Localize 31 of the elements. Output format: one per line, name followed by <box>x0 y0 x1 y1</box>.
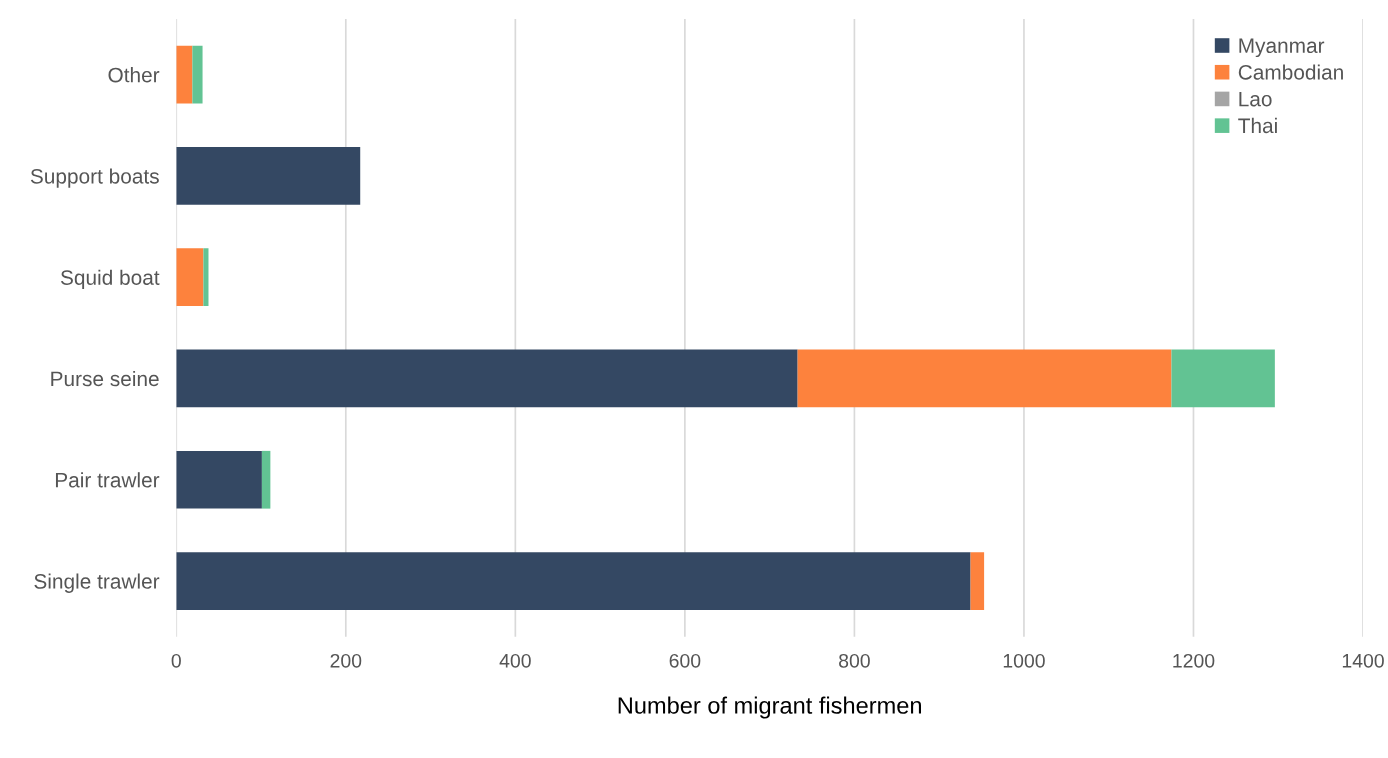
legend-label: Cambodian <box>1238 64 1343 80</box>
x-tick-label: 0 <box>171 653 181 668</box>
x-tick-label: 800 <box>839 653 870 668</box>
legend-label: Thai <box>1238 117 1277 134</box>
y-tick-label: Other <box>108 67 160 83</box>
y-tick-label: Single trawler <box>34 573 160 593</box>
x-tick-label: 600 <box>669 653 701 668</box>
bar <box>797 349 1172 408</box>
y-tick-label: Pair trawler <box>55 472 160 488</box>
bar <box>176 45 193 104</box>
x-tick-label: 400 <box>499 653 531 668</box>
legend-label: Myanmar <box>1239 38 1325 58</box>
y-tick-label: Squid boat <box>60 269 160 290</box>
bar <box>176 147 361 205</box>
legend-label: Lao <box>1239 91 1272 107</box>
bar <box>203 248 209 307</box>
bar <box>176 349 798 408</box>
bar <box>176 552 971 610</box>
bar <box>192 45 203 104</box>
bar <box>970 552 985 610</box>
y-tick-label: Support boats <box>30 168 159 188</box>
bar <box>261 450 271 509</box>
x-tick-label: 1200 <box>1173 653 1215 668</box>
y-tick-label: Purse seine <box>51 370 159 387</box>
x-tick-label: 1400 <box>1342 653 1384 668</box>
bar <box>176 248 204 307</box>
x-tick-label: 1000 <box>1003 653 1045 668</box>
bar <box>176 450 262 509</box>
x-axis-title: Number of migrant fishermen <box>618 696 921 719</box>
bar <box>1171 349 1275 408</box>
x-tick-label: 200 <box>330 653 362 668</box>
